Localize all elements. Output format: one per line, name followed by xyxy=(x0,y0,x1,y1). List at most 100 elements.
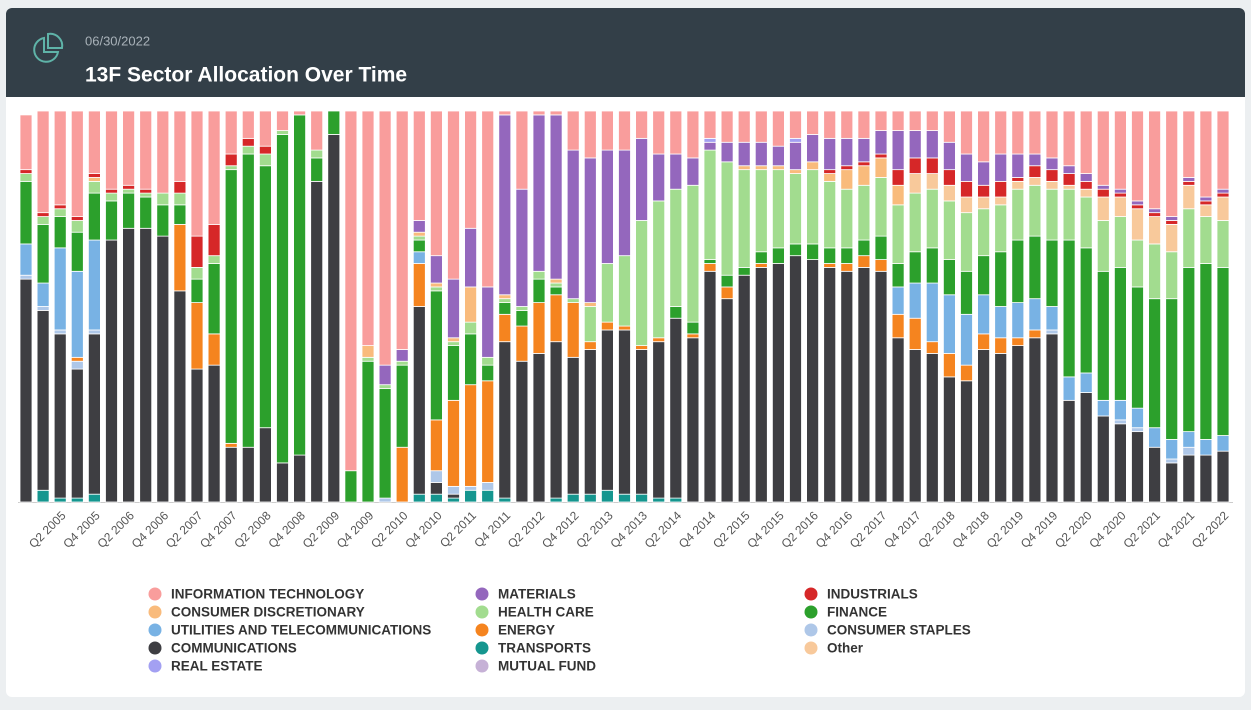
bar-segment xyxy=(327,110,341,135)
bar-segment xyxy=(669,317,683,499)
bar-segment xyxy=(652,341,666,499)
bar-segment xyxy=(601,149,614,264)
bar-segment xyxy=(224,442,238,448)
bar-segment xyxy=(1148,446,1161,503)
bar-segment xyxy=(481,364,495,382)
bar-segment xyxy=(1079,173,1093,182)
bar-segment xyxy=(1216,435,1230,452)
bar-segment xyxy=(53,216,67,249)
bar-segment xyxy=(1199,200,1213,206)
bar-segment xyxy=(1028,165,1042,178)
bar-segment xyxy=(224,169,238,444)
bar-segment xyxy=(943,141,956,171)
bar-segment xyxy=(686,321,700,335)
bar-segment xyxy=(1096,399,1110,417)
bar-segment xyxy=(601,329,614,491)
bar-segment xyxy=(686,157,700,186)
bar-segment xyxy=(515,110,529,190)
bar-segment xyxy=(960,364,973,382)
bar-segment xyxy=(293,454,307,503)
bar-segment xyxy=(395,364,409,448)
bar-segment xyxy=(925,341,939,354)
bar-segment xyxy=(977,110,990,163)
bar-segment xyxy=(1079,372,1093,393)
bar-segment xyxy=(1148,208,1161,214)
bar-segment xyxy=(19,114,33,171)
bar-segment xyxy=(1114,216,1127,268)
bar-segment xyxy=(1096,184,1110,190)
bar-segment xyxy=(344,110,358,472)
bar-segment xyxy=(737,266,751,276)
legend-label: UTILITIES AND TELECOMMUNICATIONS xyxy=(171,623,431,638)
legend-label: ENERGY xyxy=(498,623,555,638)
bar-segment xyxy=(908,282,922,319)
bar-segment xyxy=(1028,298,1042,331)
bar-segment xyxy=(840,137,854,167)
bar-segment xyxy=(53,208,67,217)
bar-segment xyxy=(1114,423,1127,503)
bar-segment xyxy=(1114,196,1127,217)
bar-segment xyxy=(566,493,580,503)
bar-segment xyxy=(207,255,221,264)
bar-segment xyxy=(1131,200,1144,206)
bar-segment xyxy=(1028,235,1042,300)
bar-segment xyxy=(70,356,84,362)
bar-segment xyxy=(1148,212,1161,217)
bar-segment xyxy=(669,497,683,503)
bar-segment xyxy=(1114,419,1127,425)
bar-segment xyxy=(70,231,84,272)
bar-segment xyxy=(652,153,666,202)
bar-segment xyxy=(1182,180,1196,186)
bar-segment xyxy=(258,110,272,147)
bar-segment xyxy=(549,286,563,296)
bar-segment xyxy=(429,110,443,257)
bar-segment xyxy=(447,493,460,499)
bar-segment xyxy=(686,184,700,323)
bar-segment xyxy=(532,278,546,303)
bar-segment xyxy=(618,493,631,503)
bar-segment xyxy=(874,157,888,178)
bar-segment xyxy=(1216,192,1230,198)
bar-segment xyxy=(652,110,666,155)
bar-segment xyxy=(1096,220,1110,272)
bar-segment xyxy=(754,110,768,143)
legend-swatch xyxy=(475,605,489,619)
bar-segment xyxy=(1165,439,1179,460)
bar-segment xyxy=(925,173,939,190)
bar-segment xyxy=(1182,446,1196,456)
bar-segment xyxy=(447,497,460,503)
bar-segment xyxy=(19,169,33,174)
bar-segment xyxy=(1079,188,1093,198)
bar-segment xyxy=(515,360,529,503)
bar-segment xyxy=(960,110,973,155)
bar-segment xyxy=(1114,110,1127,190)
bar-segment xyxy=(1165,251,1179,300)
bar-segment xyxy=(1079,196,1093,249)
bar-segment xyxy=(772,263,785,503)
bar-segment xyxy=(960,196,973,214)
bar-segment xyxy=(498,294,512,300)
legend-label: COMMUNICATIONS xyxy=(171,641,297,656)
bar-segment xyxy=(498,302,512,315)
legend-label: INDUSTRIALS xyxy=(827,587,918,602)
bar-segment xyxy=(1045,306,1059,331)
bar-segment xyxy=(310,110,324,151)
bar-segment xyxy=(891,169,905,186)
bar-segment xyxy=(36,310,50,491)
bar-segment xyxy=(88,493,101,503)
bar-segment xyxy=(994,353,1008,503)
legend-swatch xyxy=(475,641,489,655)
bar-segment xyxy=(395,110,409,350)
bar-segment xyxy=(481,110,495,288)
bar-segment xyxy=(1028,110,1042,155)
bar-segment xyxy=(720,141,734,163)
legend-swatch xyxy=(804,641,818,655)
bar-segment xyxy=(994,251,1008,307)
bar-segment xyxy=(1011,302,1025,339)
bar-segment xyxy=(139,196,153,229)
bar-segment xyxy=(105,192,118,202)
bar-segment xyxy=(806,243,819,260)
bar-segment xyxy=(361,360,375,503)
bar-segment xyxy=(173,204,187,225)
bar-segment xyxy=(139,110,153,190)
